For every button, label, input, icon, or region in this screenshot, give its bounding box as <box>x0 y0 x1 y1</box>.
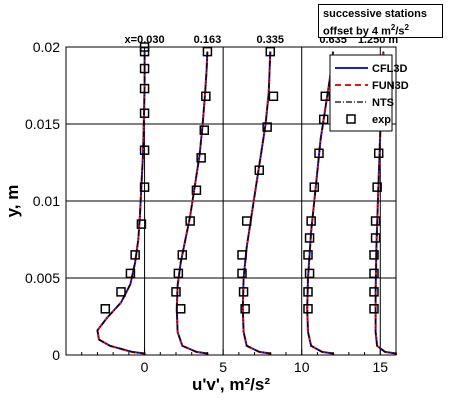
y-tick-label: 0.02 <box>33 39 60 55</box>
exp-marker <box>373 148 384 159</box>
exp-marker <box>309 182 320 192</box>
exp-marker <box>306 216 316 226</box>
exp-marker <box>139 108 150 118</box>
exp-marker <box>139 145 150 155</box>
legend-label-fun3d: FUN3D <box>372 80 409 92</box>
exp-marker <box>202 46 213 57</box>
exp-marker <box>116 287 126 297</box>
exp-marker <box>318 114 329 125</box>
exp-marker <box>370 216 381 226</box>
x-axis-title: u'v', m²/s² <box>192 375 270 394</box>
station-label: 0.163 <box>194 34 222 46</box>
exp-marker <box>240 304 250 314</box>
exp-marker <box>139 63 150 74</box>
exp-marker <box>303 287 313 297</box>
x-tick-label: 0 <box>141 359 149 375</box>
exp-marker <box>303 250 313 260</box>
x-tick-label: 5 <box>219 359 227 375</box>
profile-cfl3d <box>241 51 272 355</box>
exp-marker <box>238 287 249 297</box>
exp-marker <box>372 182 382 192</box>
axis-ticks: 0 5 10 15 0 0.005 0.01 0.015 0.02 <box>25 39 397 375</box>
profile-fun3d <box>175 51 209 355</box>
exp-marker <box>175 304 186 314</box>
station-label: x=0.030 <box>125 34 165 46</box>
exp-marker <box>304 268 315 279</box>
offset-annotation: successive stations offset by 4 m2/s2 <box>318 4 443 38</box>
annotation-line-2-mid: /s <box>395 25 405 38</box>
exp-marker <box>237 250 247 260</box>
y-tick-label: 0 <box>52 347 60 363</box>
exp-marker <box>369 268 379 279</box>
exp-marker <box>265 46 276 57</box>
legend-swatch-exp <box>346 114 356 124</box>
annotation-line-1: successive stations <box>323 8 427 20</box>
exp-marker <box>369 304 379 314</box>
exp-marker <box>196 153 206 163</box>
exp-marker <box>314 148 324 159</box>
y-tick-label: 0.005 <box>25 270 60 286</box>
legend-label-nts: NTS <box>372 97 394 109</box>
y-tick-label: 0.015 <box>25 116 60 132</box>
exp-marker <box>241 216 252 226</box>
annotation-sup-2: 2 <box>404 23 409 32</box>
exp-marker <box>171 287 181 297</box>
legend: CFL3D FUN3D NTS exp <box>329 54 409 132</box>
profile-nts <box>96 51 146 355</box>
exp-marker <box>130 250 140 260</box>
exp-marker <box>191 185 202 195</box>
legend-label-exp: exp <box>372 114 391 126</box>
exp-marker <box>199 125 210 135</box>
legend-label-cfl3d: CFL3D <box>372 63 408 75</box>
exp-marker <box>268 91 279 102</box>
exp-marker <box>177 250 188 260</box>
exp-marker <box>100 304 111 314</box>
y-tick-label: 0.01 <box>33 193 60 209</box>
exp-marker <box>201 91 211 102</box>
profile-fun3d <box>374 51 397 355</box>
exp-marker <box>320 91 331 102</box>
x-tick-label: 10 <box>294 359 310 375</box>
annotation-line-2-text: offset by 4 m <box>323 25 391 38</box>
profile-cfl3d <box>96 51 146 355</box>
exp-marker <box>370 233 381 243</box>
annotation-sup-1: 2 <box>390 23 396 32</box>
exp-marker <box>254 165 265 175</box>
exp-marker <box>303 304 313 314</box>
profile-fun3d <box>96 51 146 355</box>
exp-marker <box>237 268 247 279</box>
exp-marker <box>139 83 150 94</box>
exp-marker <box>125 268 136 279</box>
x-tick-label: 15 <box>372 359 388 375</box>
exp-marker <box>304 233 315 243</box>
exp-marker <box>185 216 195 226</box>
exp-marker <box>136 219 147 229</box>
exp-marker <box>262 122 272 132</box>
exp-marker <box>369 287 379 297</box>
y-axis-title: y, m <box>3 185 22 218</box>
exp-markers <box>100 42 384 314</box>
exp-marker <box>173 268 184 279</box>
profile-nts <box>242 51 271 355</box>
exp-marker <box>139 182 150 192</box>
station-label: 0.335 <box>257 34 285 46</box>
profile-nts <box>374 51 397 355</box>
exp-marker <box>369 250 379 260</box>
profile-fun3d <box>241 51 272 355</box>
annotation-line-2: offset by 4 m2/s2 <box>323 21 438 39</box>
